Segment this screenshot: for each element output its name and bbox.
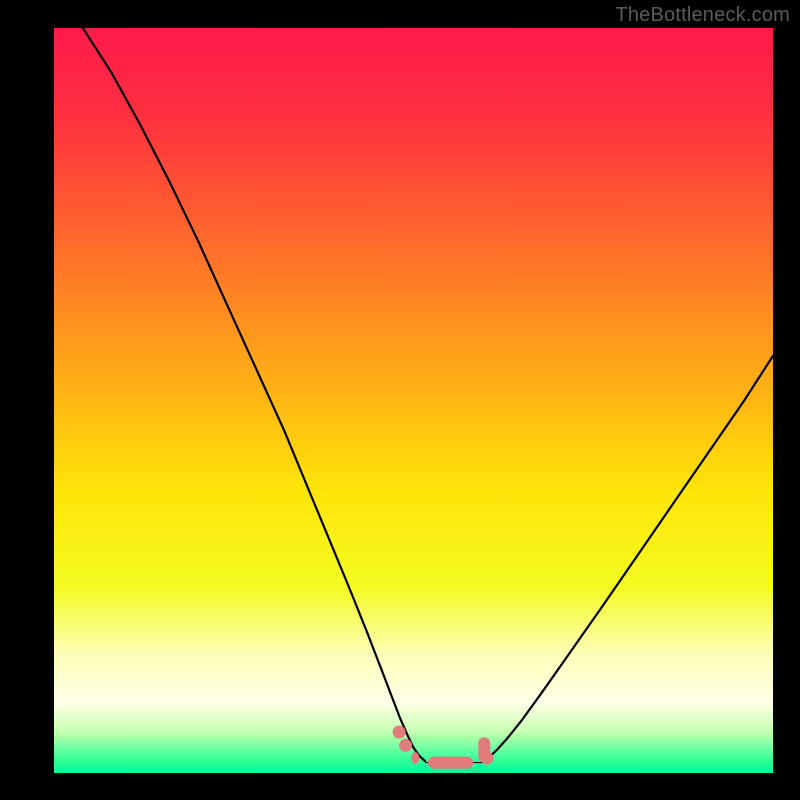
horizontal-band-1 xyxy=(54,721,773,724)
frame-bottom xyxy=(0,773,800,800)
frame-right xyxy=(773,0,800,800)
marker-left-bar xyxy=(411,752,419,764)
gradient-background xyxy=(54,28,773,773)
frame-left xyxy=(0,0,54,800)
horizontal-band-2 xyxy=(54,737,773,741)
horizontal-band-0 xyxy=(54,707,773,710)
marker-right-dot-0 xyxy=(480,752,493,765)
marker-left-dot-1 xyxy=(399,739,412,752)
plot-area xyxy=(54,28,773,773)
marker-left-dot-0 xyxy=(393,726,406,739)
marker-mid-bar xyxy=(428,757,473,769)
chart-svg xyxy=(54,28,773,773)
attribution-text: TheBottleneck.com xyxy=(615,4,790,27)
